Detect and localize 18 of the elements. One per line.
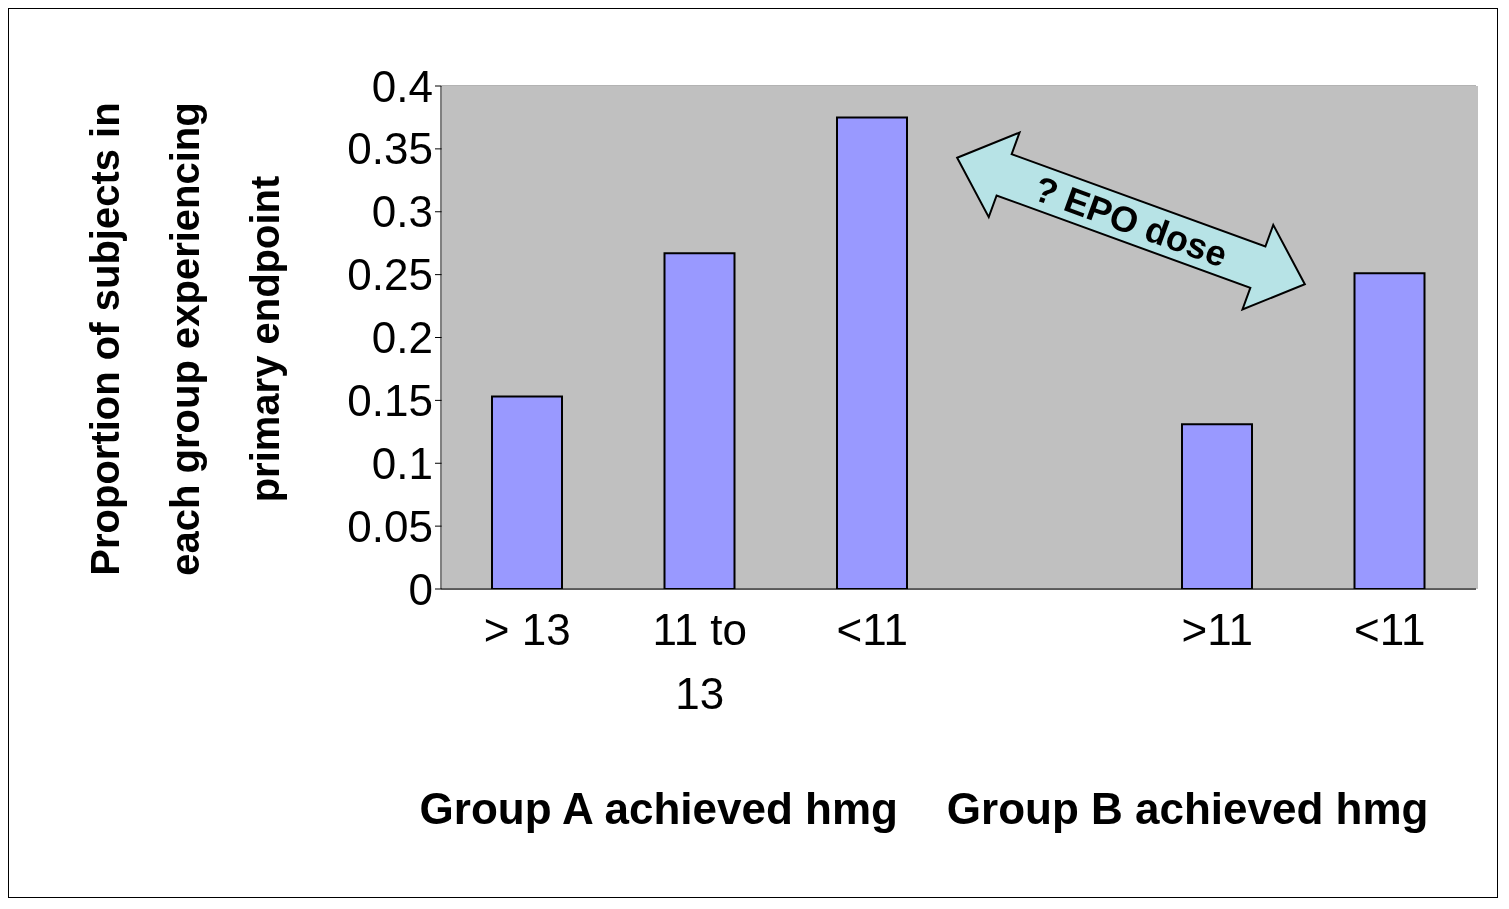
y-tick-label: 0.3 xyxy=(371,187,433,237)
y-tick-label: 0.15 xyxy=(347,375,433,425)
y-tick-label: 0.25 xyxy=(347,250,433,300)
x-tick-label: > 13 xyxy=(483,605,571,654)
annotation: ? EPO dose xyxy=(1028,167,1233,276)
double-arrow: ? EPO dose xyxy=(955,130,1307,312)
y-tick-label: 0.35 xyxy=(347,124,433,174)
x-tick-label: 11 to 13 xyxy=(652,605,748,718)
x-tick-label: >11 xyxy=(1181,605,1253,654)
x-tick-label: <11 xyxy=(836,605,908,654)
x-axis-title: Group A achieved hmg Group B achieved hmg xyxy=(419,784,1429,833)
y-tick-label: 0.2 xyxy=(371,313,433,363)
y-tick-label: 0.1 xyxy=(371,438,433,488)
y-axis-title: Proportion of subjects in each group experiencing primary endpoint xyxy=(83,102,287,576)
y-tick-label: 0 xyxy=(408,564,433,614)
x-tick-label: <11 xyxy=(1354,605,1426,654)
y-tick-label: 0.4 xyxy=(371,61,433,111)
y-tick-label: 0.05 xyxy=(347,501,433,551)
